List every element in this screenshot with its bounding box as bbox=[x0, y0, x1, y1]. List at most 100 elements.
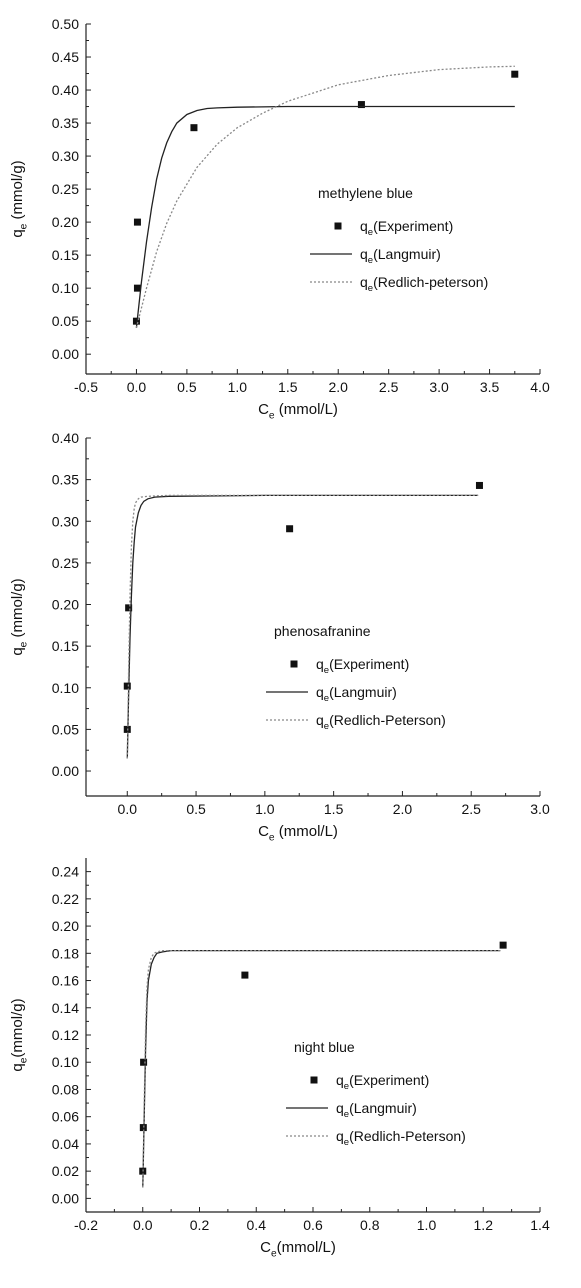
chart-panel-top: 0.00 0.05 0.10 0.15 0.20 0.25 0.30 0.35 0.40 0.45… bbox=[9, 16, 550, 422]
y-tick-label: 0.12 bbox=[52, 1027, 79, 1043]
y-tick-label: 0.00 bbox=[52, 763, 79, 779]
y-tick-label: 0.18 bbox=[52, 945, 79, 961]
x-tick-label: 2.5 bbox=[379, 379, 399, 395]
x-tick-label: 1.2 bbox=[474, 1217, 494, 1233]
y-tick-label: 0.04 bbox=[52, 1136, 79, 1152]
x-tick-label: 3.5 bbox=[480, 379, 500, 395]
y-tick-label: 0.15 bbox=[52, 638, 79, 654]
series-line-redlich-peterson bbox=[142, 949, 501, 1188]
y-tick-label: 0.20 bbox=[52, 918, 79, 934]
data-point-experiment bbox=[357, 101, 365, 109]
y-tick-label: 0.35 bbox=[52, 472, 79, 488]
x-tick-label: 0.6 bbox=[303, 1217, 323, 1233]
y-tick-label: 0.25 bbox=[52, 555, 79, 571]
series-line-langmuir bbox=[142, 949, 501, 1188]
x-tick-label: 0.5 bbox=[186, 801, 206, 817]
legend-entry-label: qe(Experiment) bbox=[336, 1072, 429, 1092]
y-tick-label: 0.00 bbox=[52, 1190, 79, 1206]
legend-entry-label: qe(Langmuir) bbox=[360, 246, 441, 266]
y-tick-label: 0.20 bbox=[52, 597, 79, 613]
data-point-experiment bbox=[133, 284, 141, 292]
x-tick-label: 4.0 bbox=[530, 379, 550, 395]
x-axis-title: Ce (mmol/L) bbox=[258, 401, 338, 422]
chart-panel-bottom: 0.00 0.02 0.04 0.06 0.08 0.10 0.12 0.14 0.16 0.18… bbox=[9, 858, 550, 1260]
data-point-experiment bbox=[499, 941, 507, 949]
y-tick-label: 0.00 bbox=[52, 346, 79, 362]
legend-entry-label: qe(Redlich-Peterson) bbox=[316, 712, 446, 732]
legend-entry-label: qe(Experiment) bbox=[316, 656, 409, 676]
x-tick-label: 1.5 bbox=[278, 379, 298, 395]
y-tick-label: 0.05 bbox=[52, 313, 79, 329]
x-tick-label: 0.5 bbox=[177, 379, 197, 395]
data-point-experiment bbox=[286, 525, 294, 533]
data-point-experiment bbox=[125, 604, 133, 612]
legend-entry-label: qe(Redlich-Peterson) bbox=[336, 1128, 466, 1148]
x-tick-label: 2.0 bbox=[328, 379, 348, 395]
x-axis-title: Ce (mmol/L) bbox=[258, 823, 338, 844]
legend-entry-label: qe(Langmuir) bbox=[316, 684, 397, 704]
chart-panel-middle: 0.00 0.05 0.10 0.15 0.20 0.25 0.30 0.35 0.40 0.0 0… bbox=[9, 430, 550, 844]
x-tick-label: -0.5 bbox=[74, 379, 98, 395]
y-tick-label: 0.15 bbox=[52, 247, 79, 263]
x-tick-label: 3.0 bbox=[429, 379, 449, 395]
x-tick-label: -0.2 bbox=[74, 1217, 98, 1233]
y-tick-label: 0.40 bbox=[52, 82, 79, 98]
legend-marker-square bbox=[290, 660, 298, 668]
legend-entry-label: qe(Langmuir) bbox=[336, 1100, 417, 1120]
x-tick-label: 2.0 bbox=[393, 801, 413, 817]
x-tick-label: 2.5 bbox=[461, 801, 481, 817]
data-point-experiment bbox=[123, 682, 131, 690]
data-point-experiment bbox=[139, 1124, 147, 1132]
y-axis-title: qe(mmol/g) bbox=[9, 998, 30, 1071]
y-axis-title: qe (mmol/g) bbox=[9, 160, 30, 237]
x-tick-label: 0.0 bbox=[127, 379, 147, 395]
y-tick-label: 0.08 bbox=[52, 1081, 79, 1097]
y-tick-label: 0.10 bbox=[52, 680, 79, 696]
y-axis-title: qe (mmol/g) bbox=[9, 578, 30, 655]
legend-marker-square bbox=[310, 1076, 318, 1084]
x-tick-label: 0.8 bbox=[360, 1217, 380, 1233]
x-tick-label: 1.0 bbox=[417, 1217, 437, 1233]
legend-title: phenosafranine bbox=[274, 623, 371, 639]
y-tick-label: 0.20 bbox=[52, 214, 79, 230]
x-tick-label: 3.0 bbox=[530, 801, 550, 817]
x-tick-label: 0.0 bbox=[118, 801, 138, 817]
y-tick-label: 0.24 bbox=[52, 864, 79, 880]
x-tick-label: 0.4 bbox=[247, 1217, 267, 1233]
x-axis-title: Ce(mmol/L) bbox=[260, 1239, 336, 1260]
data-point-experiment bbox=[140, 1058, 148, 1066]
legend-marker-square bbox=[334, 222, 342, 230]
legend-entry-label: qe(Experiment) bbox=[360, 218, 453, 238]
y-tick-label: 0.35 bbox=[52, 115, 79, 131]
y-tick-label: 0.10 bbox=[52, 280, 79, 296]
y-tick-label: 0.50 bbox=[52, 16, 79, 32]
y-tick-label: 0.22 bbox=[52, 891, 79, 907]
series-line-redlich-peterson bbox=[135, 65, 515, 328]
y-tick-label: 0.10 bbox=[52, 1054, 79, 1070]
y-tick-label: 0.25 bbox=[52, 181, 79, 197]
series-line-langmuir bbox=[135, 105, 515, 328]
data-point-experiment bbox=[133, 218, 141, 226]
x-tick-label: 0.2 bbox=[190, 1217, 210, 1233]
data-point-experiment bbox=[511, 70, 519, 78]
y-tick-label: 0.05 bbox=[52, 721, 79, 737]
legend-title: night blue bbox=[294, 1039, 355, 1055]
series-line-langmuir bbox=[126, 494, 479, 759]
y-tick-label: 0.40 bbox=[52, 430, 79, 446]
x-tick-label: 1.4 bbox=[530, 1217, 550, 1233]
x-tick-label: 1.0 bbox=[255, 801, 275, 817]
x-tick-label: 0.0 bbox=[133, 1217, 153, 1233]
y-tick-label: 0.02 bbox=[52, 1163, 79, 1179]
y-tick-label: 0.45 bbox=[52, 49, 79, 65]
data-point-experiment bbox=[132, 317, 140, 325]
y-tick-label: 0.06 bbox=[52, 1109, 79, 1125]
data-point-experiment bbox=[190, 124, 198, 132]
legend-entry-label: qe(Redlich-peterson) bbox=[360, 274, 488, 294]
data-point-experiment bbox=[475, 481, 483, 489]
x-tick-label: 1.5 bbox=[324, 801, 344, 817]
y-tick-label: 0.30 bbox=[52, 513, 79, 529]
x-tick-label: 1.0 bbox=[228, 379, 248, 395]
y-tick-label: 0.30 bbox=[52, 148, 79, 164]
y-tick-label: 0.16 bbox=[52, 973, 79, 989]
